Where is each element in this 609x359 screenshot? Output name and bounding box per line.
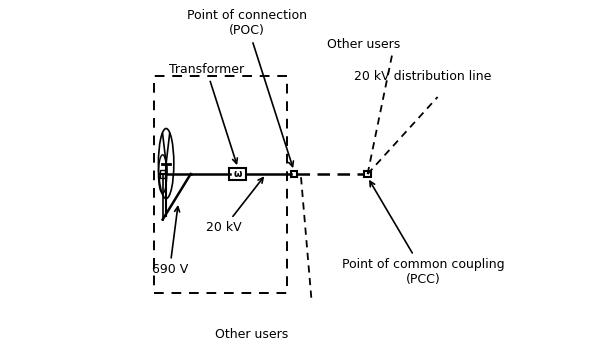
Bar: [154, 76, 287, 293]
Bar: [291, 171, 297, 177]
Text: Other users: Other users: [327, 38, 401, 51]
Text: 20 kV distribution line: 20 kV distribution line: [354, 70, 491, 83]
Text: Other users: Other users: [216, 328, 289, 341]
Bar: [160, 170, 165, 178]
Text: ω: ω: [234, 169, 242, 179]
Bar: [364, 171, 371, 177]
Bar: [230, 168, 247, 180]
Text: Point of connection
(POC): Point of connection (POC): [187, 9, 307, 167]
Text: 690 V: 690 V: [152, 207, 188, 276]
Text: 20 kV: 20 kV: [206, 178, 263, 234]
Text: Point of common coupling
(PCC): Point of common coupling (PCC): [342, 181, 505, 286]
Text: Transformer: Transformer: [169, 63, 244, 163]
